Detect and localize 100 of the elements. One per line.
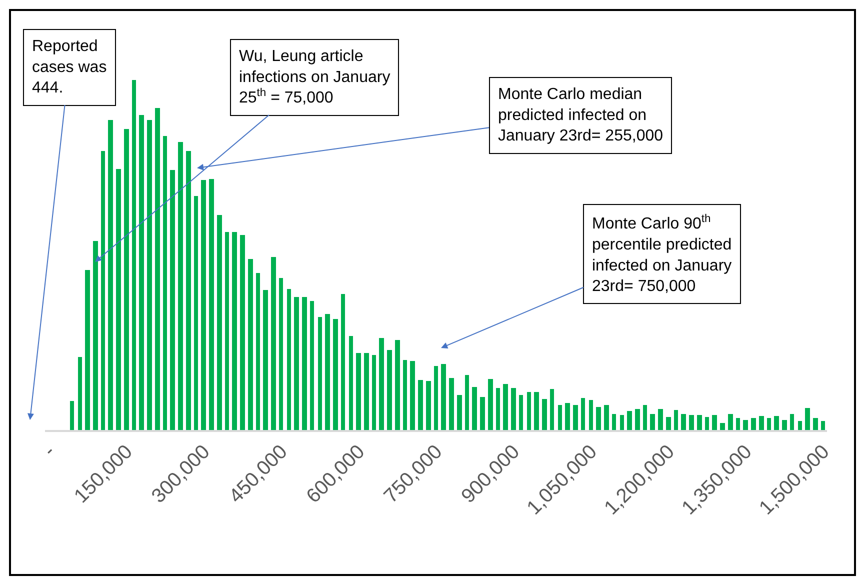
bar xyxy=(341,294,345,430)
bar xyxy=(178,142,183,430)
bar xyxy=(356,353,361,430)
bar xyxy=(70,401,74,430)
bar xyxy=(635,409,640,430)
bar xyxy=(790,414,794,430)
bar xyxy=(395,340,400,430)
annotation: Monte Carlo median predicted infected on January 23rd= 255,000 xyxy=(498,86,664,145)
bar xyxy=(805,408,810,430)
bar xyxy=(287,289,291,430)
bar xyxy=(496,388,500,430)
bar xyxy=(511,388,516,430)
bar xyxy=(147,120,152,430)
bar xyxy=(604,405,609,430)
bar xyxy=(813,418,818,430)
bar xyxy=(712,415,717,430)
bar xyxy=(705,417,709,430)
bar xyxy=(186,151,191,430)
bar xyxy=(480,397,485,430)
bar xyxy=(658,409,663,430)
bar xyxy=(650,414,655,430)
bar xyxy=(728,414,733,430)
bar xyxy=(720,423,725,430)
bar xyxy=(666,417,671,430)
bar xyxy=(85,270,90,430)
bar xyxy=(434,366,438,430)
bar xyxy=(240,235,245,430)
bar xyxy=(589,400,593,430)
annotation: Reported cases was 444. xyxy=(32,38,107,97)
bar xyxy=(798,421,802,430)
bar xyxy=(325,314,330,430)
bar xyxy=(217,215,222,430)
bar xyxy=(465,375,469,430)
bar xyxy=(225,232,229,430)
bar xyxy=(751,418,756,430)
bar xyxy=(774,416,779,430)
bar xyxy=(759,416,764,430)
bar xyxy=(449,378,454,430)
bar xyxy=(170,170,175,430)
bar xyxy=(108,120,113,430)
bar xyxy=(681,414,686,430)
bar xyxy=(78,357,82,430)
bar xyxy=(736,418,740,430)
bar xyxy=(349,336,353,430)
bar xyxy=(364,353,369,430)
annotation: Wu, Leung article infections on January 25$^{th}$ = 75,000 xyxy=(239,48,390,107)
bar xyxy=(542,399,547,430)
bar xyxy=(310,301,314,430)
bar xyxy=(139,115,144,430)
bar xyxy=(248,259,253,430)
bar xyxy=(372,355,376,430)
bar xyxy=(271,257,276,430)
bar xyxy=(379,338,384,430)
bar xyxy=(565,403,570,430)
bar xyxy=(116,169,121,430)
bar xyxy=(581,398,585,430)
bar xyxy=(620,415,624,430)
bar xyxy=(782,420,787,430)
bar xyxy=(534,392,539,430)
bar xyxy=(279,278,283,430)
bar xyxy=(302,297,307,430)
x-tick-label: - xyxy=(39,440,60,462)
bar xyxy=(333,319,338,430)
bar xyxy=(403,360,407,430)
bar xyxy=(689,415,694,430)
bar xyxy=(155,108,160,430)
bar xyxy=(573,405,578,430)
bar xyxy=(418,380,423,430)
bar xyxy=(163,136,167,430)
bar xyxy=(627,411,632,430)
bar xyxy=(441,364,446,430)
bar xyxy=(194,196,198,430)
bar xyxy=(674,410,678,430)
bar xyxy=(519,395,523,430)
bar xyxy=(457,395,462,430)
bar xyxy=(527,392,531,430)
bar xyxy=(410,361,415,430)
bar xyxy=(503,384,508,430)
annotation: Monte Carlo 90$^{th}$ percentile predicted infected on January 23rd= 750,000 xyxy=(592,213,732,296)
bar xyxy=(294,297,299,430)
bar xyxy=(263,290,268,430)
bar xyxy=(558,405,562,430)
bar xyxy=(124,129,129,430)
bar xyxy=(232,232,237,430)
bar xyxy=(488,379,493,430)
bar xyxy=(318,317,322,430)
bar xyxy=(643,405,647,430)
bar xyxy=(821,421,825,430)
bar xyxy=(132,80,136,430)
bar xyxy=(767,418,771,430)
bar xyxy=(426,381,431,430)
bar xyxy=(743,420,748,430)
bar xyxy=(550,389,554,430)
bar xyxy=(101,151,105,430)
bar xyxy=(472,387,477,430)
bar xyxy=(697,415,702,430)
bar xyxy=(596,407,601,430)
bar xyxy=(256,273,260,430)
bar xyxy=(387,350,392,430)
bar xyxy=(209,179,214,430)
